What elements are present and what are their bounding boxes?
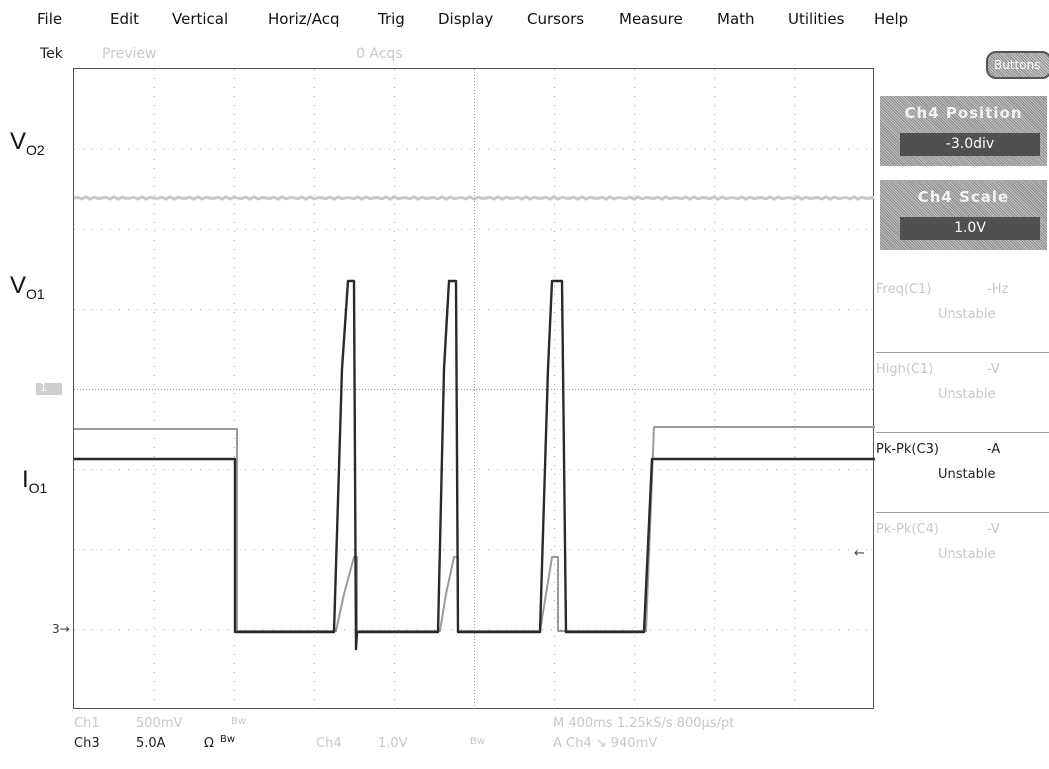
waveform-display[interactable] xyxy=(73,68,875,710)
ch3-scale-readout[interactable]: 5.0A xyxy=(136,736,166,751)
ch1-scale-readout[interactable]: 500mV xyxy=(136,716,183,731)
measurement-state: Unstable xyxy=(938,547,996,562)
measurement-name: Pk-Pk(C3) xyxy=(876,442,939,457)
ch4-bandwidth-icon: Bw xyxy=(470,736,486,747)
menu-cursors[interactable]: Cursors xyxy=(527,10,585,28)
acquisition-count: 0 Acqs xyxy=(356,46,403,62)
label-v-o1: VO1 xyxy=(10,272,45,302)
ch3-level-marker[interactable]: 3→ xyxy=(52,622,70,636)
measurement-unit: -V xyxy=(987,362,1000,377)
side-panel: Buttons Ch4 Position -3.0div Ch4 Scale 1… xyxy=(876,46,1049,576)
ch4-level-marker[interactable]: ← xyxy=(854,546,865,561)
label-v-o2: VO2 xyxy=(10,128,45,158)
trace-v-o2 xyxy=(74,195,875,201)
mode-label: Preview xyxy=(102,46,157,62)
menu-horiz-acq[interactable]: Horiz/Acq xyxy=(268,10,340,28)
menu-edit[interactable]: Edit xyxy=(110,10,140,28)
ch4-scale-value[interactable]: 1.0V xyxy=(900,217,1040,240)
trigger-readout[interactable]: A Ch4 ↘ 940mV xyxy=(553,736,658,751)
trace-i-o1-gray xyxy=(74,426,875,632)
measurement-name: Pk-Pk(C4) xyxy=(876,522,939,537)
status-row: Tek Preview 0 Acqs xyxy=(0,46,1049,66)
menu-trig[interactable]: Trig xyxy=(378,10,405,28)
menu-utilities[interactable]: Utilities xyxy=(788,10,845,28)
waveform-traces xyxy=(74,195,875,651)
waveform-canvas xyxy=(74,69,875,710)
measurement-unit: -Hz xyxy=(987,282,1009,297)
measurement-name: Freq(C1) xyxy=(876,282,932,297)
ch1-level-marker[interactable]: 1 xyxy=(36,381,62,395)
ch4-scale-control[interactable]: Ch4 Scale 1.0V xyxy=(880,180,1047,250)
ch4-readout-label[interactable]: Ch4 xyxy=(316,736,342,751)
brand-label: Tek xyxy=(40,46,63,62)
menu-measure[interactable]: Measure xyxy=(619,10,683,28)
measurement-state: Unstable xyxy=(938,307,996,322)
measurement-name: High(C1) xyxy=(876,362,934,377)
menu-math[interactable]: Math xyxy=(717,10,755,28)
label-i-o1: IO1 xyxy=(22,466,48,496)
graticule-grid xyxy=(74,69,875,710)
ch4-scale-title: Ch4 Scale xyxy=(917,188,1010,206)
menu-display[interactable]: Display xyxy=(438,10,494,28)
ch4-scale-readout[interactable]: 1.0V xyxy=(378,736,408,751)
measurement-state: Unstable xyxy=(938,387,996,402)
ch1-readout-label[interactable]: Ch1 xyxy=(74,716,100,731)
ch1-bandwidth-icon: Bw xyxy=(231,716,247,727)
menu-bar: File Edit Vertical Horiz/Acq Trig Displa… xyxy=(0,0,1049,40)
measurement-divider xyxy=(876,352,1049,353)
ch4-position-title: Ch4 Position xyxy=(904,104,1023,122)
menu-file[interactable]: File xyxy=(37,10,63,28)
timebase-readout[interactable]: M 400ms 1.25kS/s 800µs/pt xyxy=(553,716,735,731)
ch3-ohm-icon: Ω xyxy=(204,736,214,751)
measurement-state: Unstable xyxy=(938,467,996,482)
buttons-toggle-button[interactable]: Buttons xyxy=(986,51,1049,79)
ch3-readout-label[interactable]: Ch3 xyxy=(74,736,100,751)
menu-help[interactable]: Help xyxy=(874,10,909,28)
ch4-position-value[interactable]: -3.0div xyxy=(900,133,1040,156)
ch4-position-control[interactable]: Ch4 Position -3.0div xyxy=(880,96,1047,166)
ch3-bandwidth-icon: Bw xyxy=(220,734,236,745)
measurement-unit: -A xyxy=(987,442,1001,457)
measurement-divider xyxy=(876,432,1049,433)
measurement-unit: -V xyxy=(987,522,1000,537)
measurement-divider xyxy=(876,512,1049,513)
menu-vertical[interactable]: Vertical xyxy=(172,10,229,28)
trace-v-o1-dark xyxy=(74,279,875,651)
